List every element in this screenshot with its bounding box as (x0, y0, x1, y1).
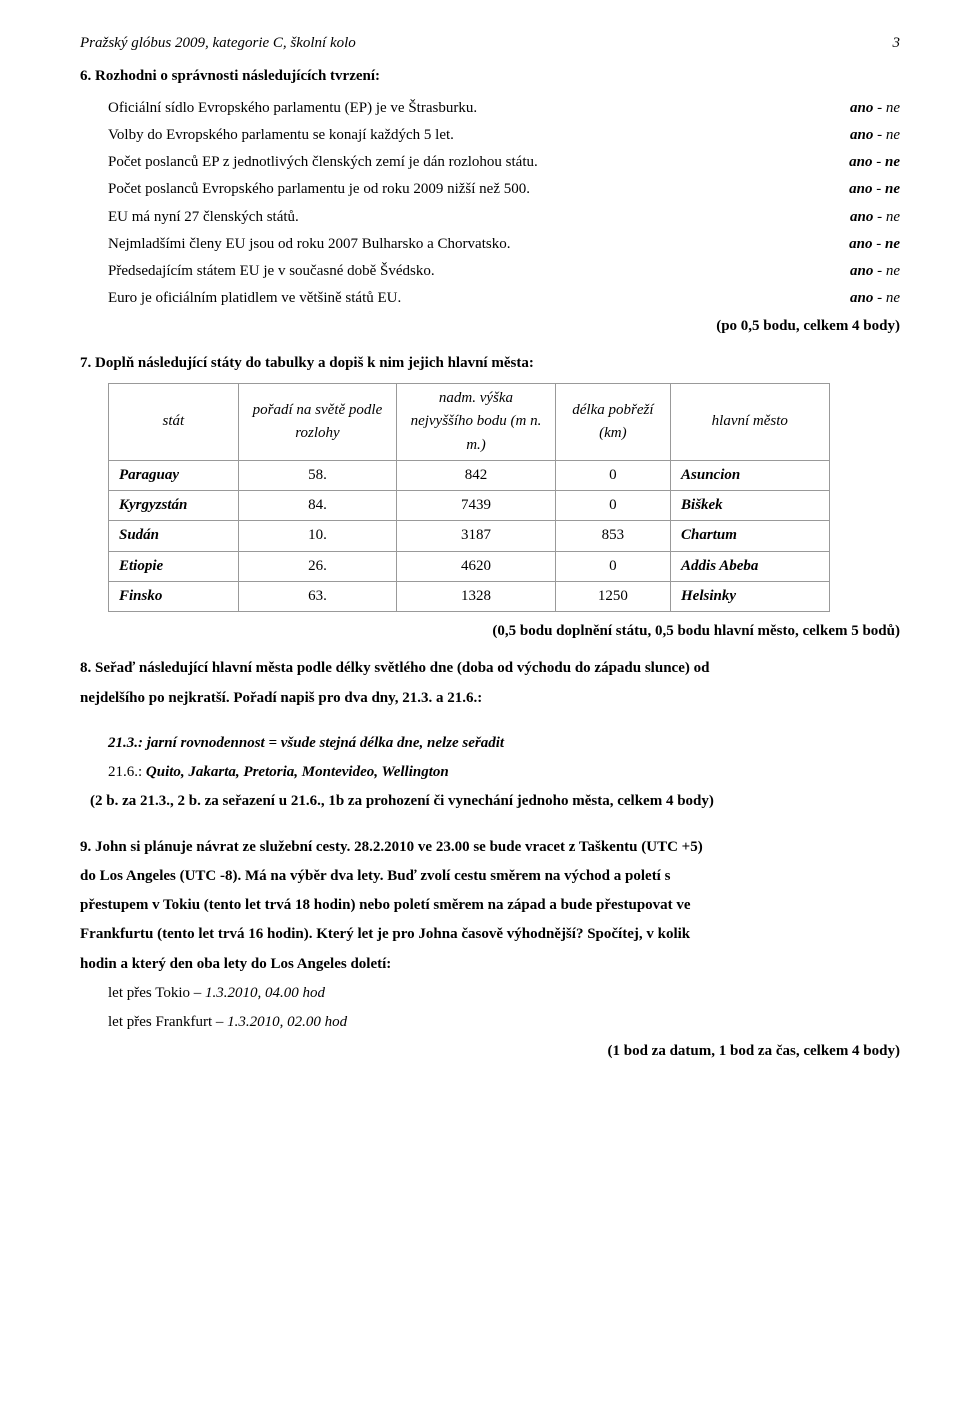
statement-text: Euro je oficiálním platidlem ve většině … (108, 287, 850, 310)
statement-answer: ano - ne (850, 124, 900, 147)
statement-answer: ano - ne (849, 178, 900, 201)
col-coast: délka pobřeží (km) (555, 384, 670, 461)
q6-statements: Oficiální sídlo Evropského parlamentu (E… (80, 97, 900, 311)
table-cell: Sudán (109, 521, 239, 551)
statement-text: Počet poslanců Evropského parlamentu je … (108, 178, 849, 201)
q8-heading-a: 8. Seřaď následující hlavní města podle … (80, 660, 709, 676)
q8-line1: 21.3.: jarní rovnodennost = všude stejná… (108, 735, 504, 751)
q7-heading: 7. Doplň následující státy do tabulky a … (80, 352, 900, 375)
table-cell: Addis Abeba (671, 551, 830, 581)
q7-score: (0,5 bodu doplnění státu, 0,5 bodu hlavn… (80, 620, 900, 643)
table-row: Etiopie26.46200Addis Abeba (109, 551, 830, 581)
table-cell: 4620 (397, 551, 556, 581)
q8-heading-2: nejdelšího po nejkratší. Pořadí napiš pr… (80, 687, 900, 710)
statement-text: EU má nyní 27 členských států. (108, 206, 850, 229)
table-row: Sudán10.3187853Chartum (109, 521, 830, 551)
statement-row: EU má nyní 27 členských států.ano - ne (80, 206, 900, 229)
q8-heading: 8. Seřaď následující hlavní města podle … (80, 657, 900, 680)
table-cell: 26. (238, 551, 397, 581)
q9-p4: Frankfurtu (tento let trvá 16 hodin). Kt… (80, 923, 900, 946)
page: Pražský glóbus 2009, kategorie C, školní… (0, 0, 960, 1118)
statement-row: Počet poslanců Evropského parlamentu je … (80, 178, 900, 201)
statement-answer: ano - ne (850, 287, 900, 310)
table-cell: 0 (555, 460, 670, 490)
q9-p2: do Los Angeles (UTC -8). Má na výběr dva… (80, 865, 900, 888)
table-cell: Asuncion (671, 460, 830, 490)
statement-text: Oficiální sídlo Evropského parlamentu (E… (108, 97, 850, 120)
table-row: Finsko63.13281250Helsinky (109, 581, 830, 611)
statement-answer: ano - ne (849, 233, 900, 256)
table-cell: 0 (555, 491, 670, 521)
page-header: Pražský glóbus 2009, kategorie C, školní… (80, 32, 900, 55)
statement-answer: ano - ne (850, 260, 900, 283)
table-header-row: stát pořadí na světě podle rozlohy nadm.… (109, 384, 830, 461)
q8-line2-answer: Quito, Jakarta, Pretoria, Montevideo, We… (146, 764, 449, 780)
col-rank: pořadí na světě podle rozlohy (238, 384, 397, 461)
statement-row: Počet poslanců EP z jednotlivých členský… (80, 151, 900, 174)
q8-heading-b: nejdelšího po nejkratší. Pořadí napiš pr… (80, 690, 482, 706)
q8-score: (2 b. za 21.3., 2 b. za seřazení u 21.6.… (90, 790, 900, 813)
q9-p3: přestupem v Tokiu (tento let trvá 18 hod… (80, 894, 900, 917)
q9-tokio-value: 1.3.2010, 04.00 hod (205, 985, 325, 1001)
statement-answer: ano - ne (850, 206, 900, 229)
table-cell: 10. (238, 521, 397, 551)
table-cell: 0 (555, 551, 670, 581)
q8-line-213: 21.3.: jarní rovnodennost = všude stejná… (108, 732, 900, 755)
statement-row: Oficiální sídlo Evropského parlamentu (E… (80, 97, 900, 120)
header-left: Pražský glóbus 2009, kategorie C, školní… (80, 32, 356, 55)
statement-row: Euro je oficiálním platidlem ve většině … (80, 287, 900, 310)
q9-tokio-label: let přes Tokio – (108, 985, 205, 1001)
table-cell: Paraguay (109, 460, 239, 490)
q9-frankfurt: let přes Frankfurt – 1.3.2010, 02.00 hod (108, 1011, 900, 1034)
q6-heading: 6. Rozhodni o správnosti následujících t… (80, 65, 900, 88)
statement-text: Počet poslanců EP z jednotlivých členský… (108, 151, 849, 174)
q9-p5: hodin a který den oba lety do Los Angele… (80, 953, 900, 976)
table-cell: Finsko (109, 581, 239, 611)
q8-line-216: 21.6.: Quito, Jakarta, Pretoria, Montevi… (108, 761, 900, 784)
statement-row: Nejmladšími členy EU jsou od roku 2007 B… (80, 233, 900, 256)
table-cell: Biškek (671, 491, 830, 521)
table-cell: 842 (397, 460, 556, 490)
q8-line2-label: 21.6.: (108, 764, 146, 780)
q9-p1: 9. John si plánuje návrat ze služební ce… (80, 836, 900, 859)
statement-row: Předsedajícím státem EU je v současné do… (80, 260, 900, 283)
table-cell: Helsinky (671, 581, 830, 611)
table-cell: 853 (555, 521, 670, 551)
table-row: Kyrgyzstán84.74390Biškek (109, 491, 830, 521)
table-cell: 63. (238, 581, 397, 611)
table-cell: 1328 (397, 581, 556, 611)
statement-text: Předsedajícím státem EU je v současné do… (108, 260, 850, 283)
q9-tokio: let přes Tokio – 1.3.2010, 04.00 hod (108, 982, 900, 1005)
statement-row: Volby do Evropského parlamentu se konají… (80, 124, 900, 147)
table-cell: 3187 (397, 521, 556, 551)
table-cell: Chartum (671, 521, 830, 551)
col-elev: nadm. výška nejvyššího bodu (m n. m.) (397, 384, 556, 461)
table-row: Paraguay58.8420Asuncion (109, 460, 830, 490)
q9-frank-value: 1.3.2010, 02.00 hod (227, 1014, 347, 1030)
header-page-number: 3 (893, 32, 901, 55)
statement-answer: ano - ne (850, 97, 900, 120)
table-cell: 84. (238, 491, 397, 521)
q9-score: (1 bod za datum, 1 bod za čas, celkem 4 … (80, 1040, 900, 1063)
q7-table: stát pořadí na světě podle rozlohy nadm.… (108, 383, 830, 612)
table-cell: 7439 (397, 491, 556, 521)
col-stat: stát (109, 384, 239, 461)
col-capital: hlavní město (671, 384, 830, 461)
table-cell: 58. (238, 460, 397, 490)
table-cell: Kyrgyzstán (109, 491, 239, 521)
statement-answer: ano - ne (849, 151, 900, 174)
statement-text: Volby do Evropského parlamentu se konají… (108, 124, 850, 147)
table-cell: Etiopie (109, 551, 239, 581)
statement-text: Nejmladšími členy EU jsou od roku 2007 B… (108, 233, 849, 256)
q9-frank-label: let přes Frankfurt – (108, 1014, 227, 1030)
q6-score: (po 0,5 bodu, celkem 4 body) (80, 315, 900, 338)
table-cell: 1250 (555, 581, 670, 611)
